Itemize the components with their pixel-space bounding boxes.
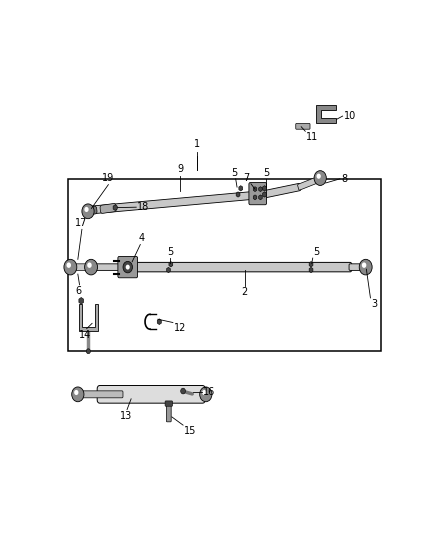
Circle shape [317, 174, 321, 179]
Polygon shape [157, 319, 161, 325]
Polygon shape [263, 185, 266, 191]
Polygon shape [78, 304, 98, 330]
Text: 5: 5 [314, 247, 320, 257]
FancyBboxPatch shape [72, 264, 92, 270]
Polygon shape [239, 185, 243, 191]
Text: 5: 5 [232, 168, 238, 177]
Text: 10: 10 [344, 111, 356, 121]
Circle shape [123, 261, 132, 273]
Text: 12: 12 [174, 324, 187, 333]
FancyBboxPatch shape [95, 264, 122, 270]
Text: 4: 4 [138, 233, 145, 243]
Circle shape [359, 260, 372, 275]
FancyBboxPatch shape [165, 401, 173, 406]
Text: 18: 18 [137, 202, 149, 212]
FancyBboxPatch shape [166, 403, 171, 422]
Polygon shape [166, 268, 170, 273]
Circle shape [82, 204, 94, 219]
Text: 15: 15 [184, 426, 197, 437]
Polygon shape [169, 262, 173, 267]
Circle shape [85, 207, 88, 212]
Text: 3: 3 [372, 299, 378, 309]
Text: 9: 9 [177, 164, 184, 174]
FancyBboxPatch shape [100, 204, 117, 213]
Text: 11: 11 [306, 133, 318, 142]
Circle shape [362, 262, 366, 268]
Text: 16: 16 [203, 387, 215, 397]
FancyBboxPatch shape [349, 264, 363, 270]
Text: 6: 6 [76, 286, 82, 296]
Text: 17: 17 [75, 218, 88, 228]
Polygon shape [259, 195, 262, 200]
FancyBboxPatch shape [249, 183, 267, 205]
Circle shape [87, 262, 92, 268]
Circle shape [74, 390, 78, 395]
Text: 5: 5 [167, 247, 173, 257]
Polygon shape [309, 268, 313, 273]
Polygon shape [253, 195, 257, 200]
Circle shape [181, 388, 185, 394]
Text: 5: 5 [263, 168, 269, 177]
Polygon shape [263, 192, 266, 197]
Polygon shape [79, 297, 84, 304]
FancyBboxPatch shape [118, 256, 138, 278]
FancyBboxPatch shape [119, 262, 352, 272]
Circle shape [85, 260, 98, 275]
FancyBboxPatch shape [296, 124, 310, 129]
Circle shape [86, 349, 90, 354]
Circle shape [72, 387, 84, 402]
Polygon shape [113, 205, 117, 211]
Polygon shape [316, 104, 336, 124]
Bar [68, 179, 381, 351]
Text: 19: 19 [102, 173, 114, 183]
Text: 13: 13 [120, 411, 132, 421]
FancyBboxPatch shape [89, 191, 265, 214]
Circle shape [126, 265, 130, 270]
FancyBboxPatch shape [262, 183, 301, 198]
Text: 8: 8 [341, 174, 347, 184]
Polygon shape [253, 187, 257, 191]
FancyBboxPatch shape [86, 206, 97, 215]
Polygon shape [309, 262, 313, 267]
Text: 7: 7 [244, 173, 250, 183]
Circle shape [314, 171, 326, 185]
Polygon shape [236, 192, 240, 197]
FancyBboxPatch shape [298, 176, 319, 190]
Text: 14: 14 [79, 330, 92, 340]
Polygon shape [259, 187, 262, 191]
Circle shape [200, 387, 212, 402]
Circle shape [202, 390, 206, 395]
Text: 2: 2 [242, 287, 248, 297]
Circle shape [67, 262, 71, 268]
Circle shape [64, 260, 77, 275]
Text: 1: 1 [194, 139, 200, 149]
FancyBboxPatch shape [97, 385, 205, 403]
FancyBboxPatch shape [80, 391, 123, 398]
